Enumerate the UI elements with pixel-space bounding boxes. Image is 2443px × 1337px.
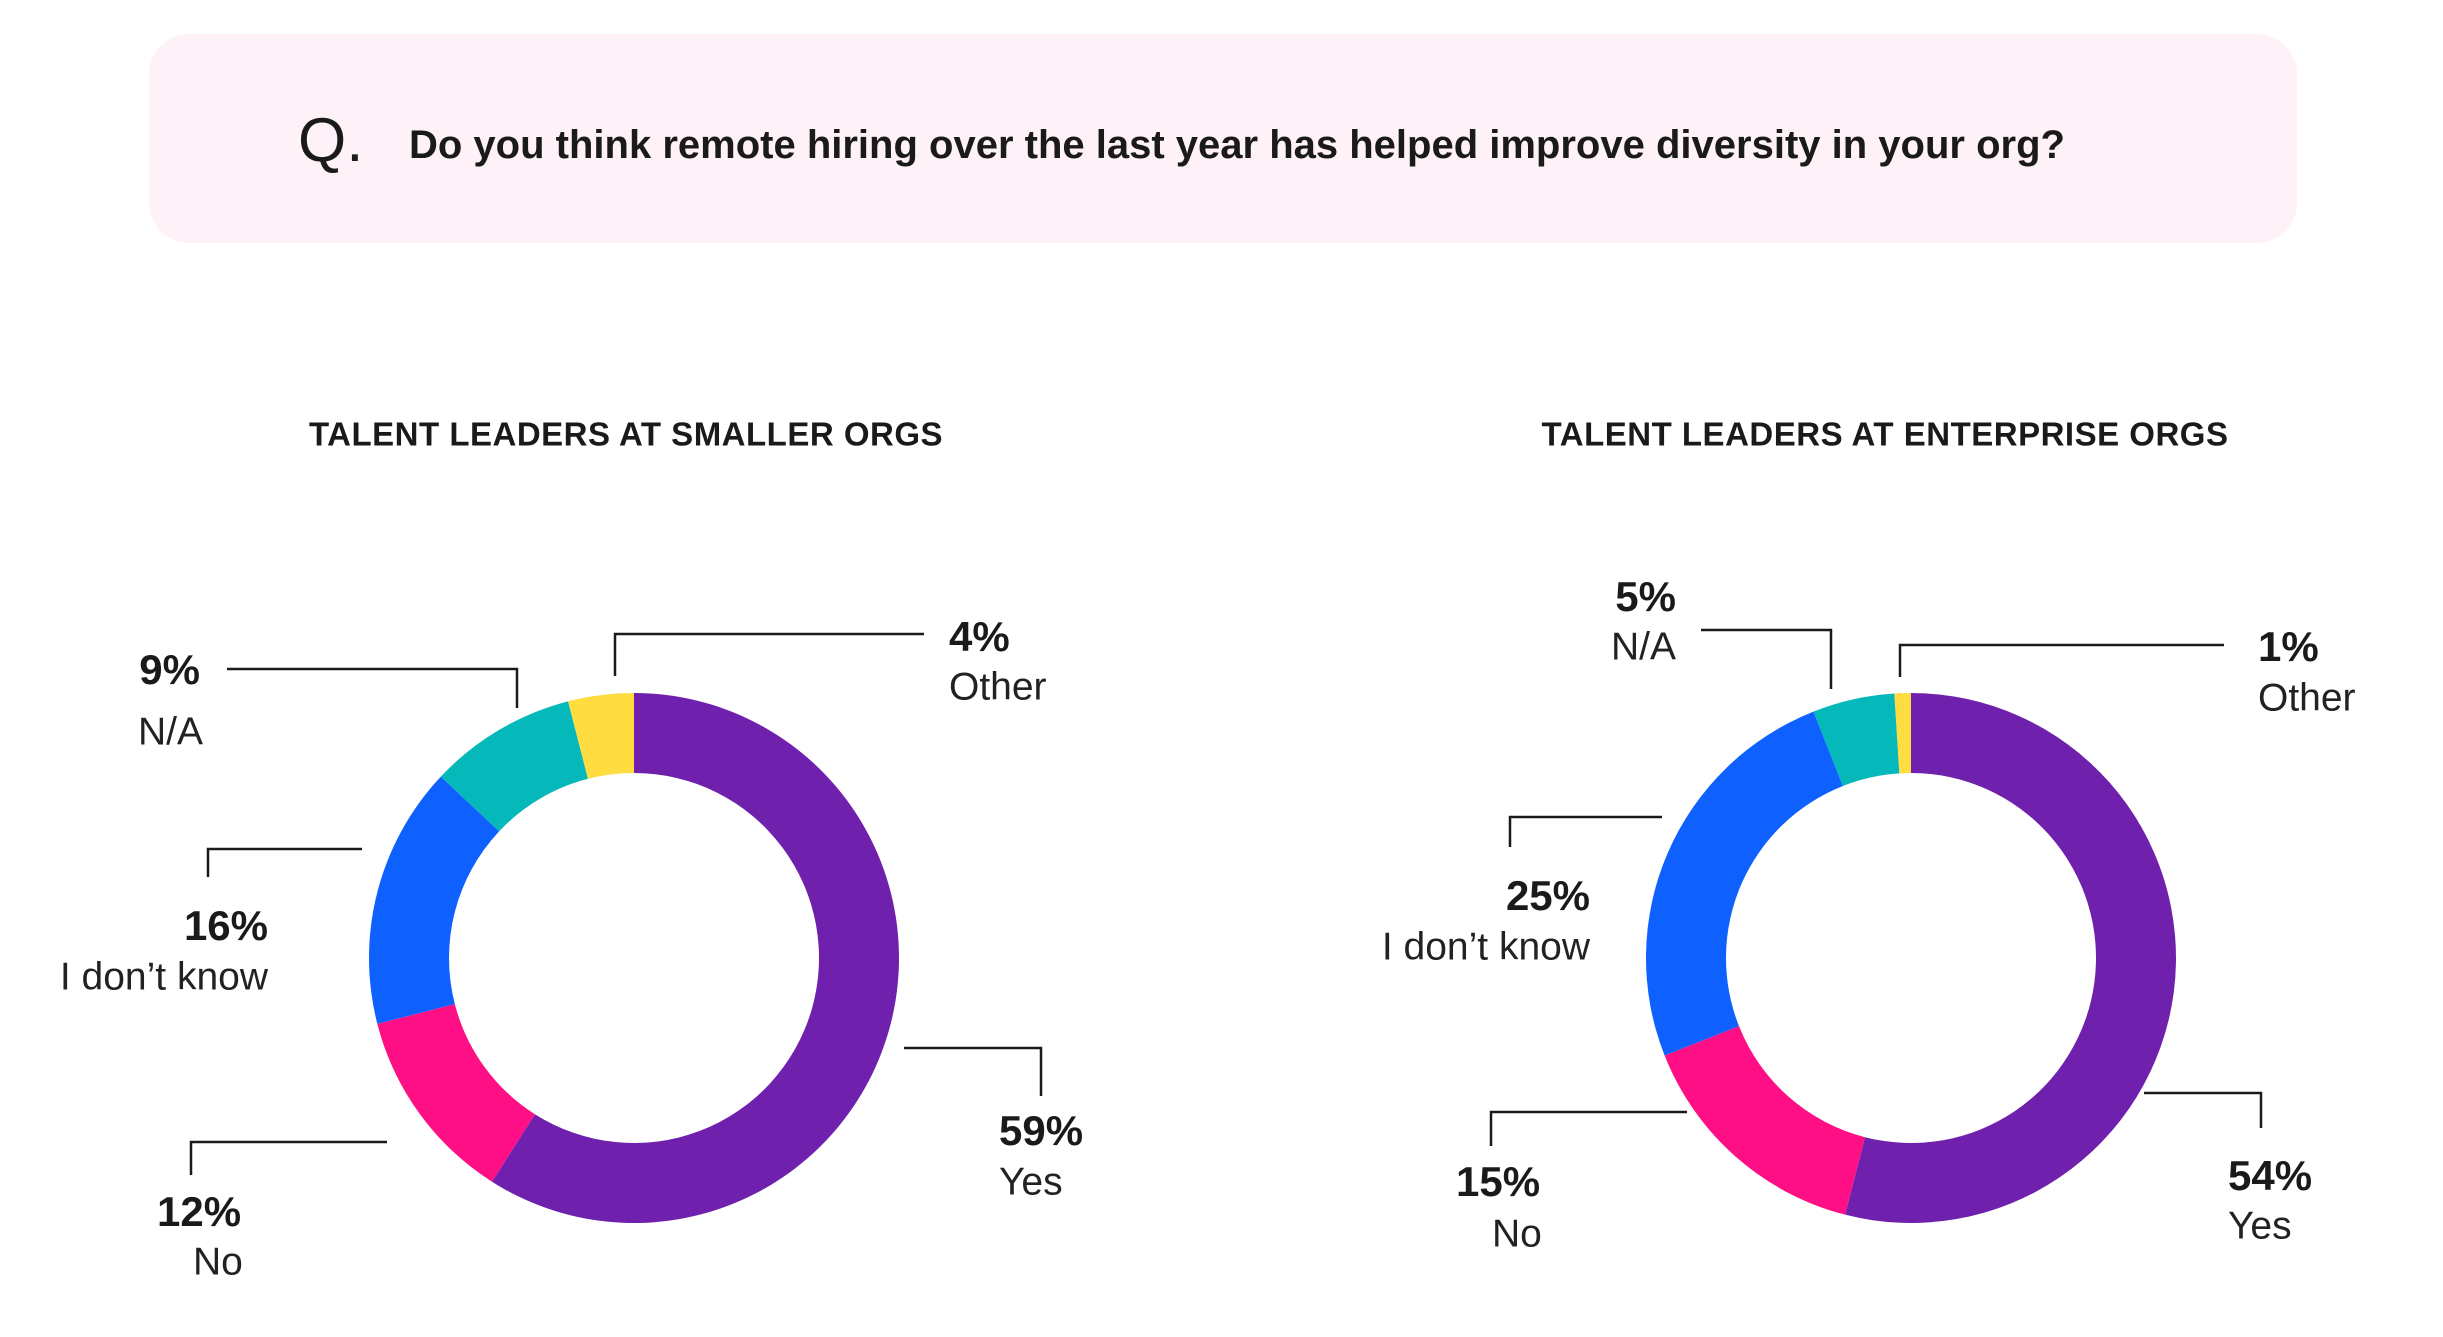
donut-slice-yes	[1845, 693, 2176, 1223]
leader-line-smaller-dontknow	[206, 847, 362, 877]
data-label-enterprise-dontknow-pct: 25%	[1505, 872, 1590, 919]
data-label-enterprise-na-pct: 5%	[1615, 573, 1676, 620]
donut-slice-no	[377, 1004, 535, 1182]
donut-slice-other	[1894, 693, 1911, 774]
data-label-smaller-na: N/A	[137, 710, 203, 754]
donut-slice-n-a	[440, 701, 588, 832]
donut-slice-other	[568, 693, 634, 779]
data-label-smaller-yes-pct: 59%	[999, 1107, 1084, 1154]
leader-line-enterprise-dontknow	[1508, 815, 1662, 847]
data-label-enterprise-yes: Yes	[2228, 1204, 2292, 1248]
leader-line-smaller-yes	[904, 1046, 1043, 1096]
chart-title-enterprise: TALENT LEADERS AT ENTERPRISE ORGS	[1541, 415, 2229, 453]
data-label-smaller-no: No	[193, 1240, 243, 1284]
donut-slice-yes	[492, 693, 899, 1224]
question-box	[149, 34, 2297, 243]
data-label-enterprise-yes-pct: 54%	[2228, 1152, 2313, 1199]
leader-line-smaller-no	[189, 1140, 387, 1175]
donut-smaller	[369, 693, 899, 1224]
donut-slice-i-don-t-know	[1646, 711, 1843, 1056]
data-label-enterprise-dontknow: I don’t know	[1381, 925, 1590, 969]
data-label-smaller-na-pct: 9%	[139, 646, 200, 693]
donut-slice-n-a	[1813, 693, 1900, 786]
leader-line-enterprise-yes	[2144, 1091, 2263, 1128]
data-label-enterprise-na: N/A	[1610, 625, 1676, 669]
donut-slice-i-don-t-know	[369, 776, 500, 1024]
question-prefix: Q.	[298, 106, 364, 175]
data-label-enterprise-no: No	[1492, 1212, 1542, 1256]
leader-line-enterprise-other	[1898, 643, 2224, 677]
question-text: Do you think remote hiring over the last…	[409, 123, 2065, 167]
data-label-enterprise-other: Other	[2258, 676, 2356, 720]
leader-line-smaller-other	[613, 632, 924, 676]
data-label-smaller-no-pct: 12%	[157, 1188, 242, 1235]
leader-line-enterprise-na	[1701, 628, 1833, 689]
data-label-enterprise-other-pct: 1%	[2258, 623, 2319, 670]
chart-title-smaller: TALENT LEADERS AT SMALLER ORGS	[308, 415, 944, 453]
leader-line-enterprise-no	[1489, 1110, 1687, 1146]
data-label-smaller-other-pct: 4%	[949, 613, 1010, 660]
donut-slice-no	[1664, 1026, 1865, 1215]
donut-enterprise	[1646, 693, 2176, 1223]
data-label-enterprise-no-pct: 15%	[1456, 1158, 1541, 1205]
leader-line-smaller-na	[227, 667, 519, 708]
data-label-smaller-yes: Yes	[999, 1160, 1063, 1204]
data-label-smaller-dontknow-pct: 16%	[183, 902, 268, 949]
data-label-smaller-dontknow: I don’t know	[59, 955, 268, 999]
data-label-smaller-other: Other	[949, 665, 1047, 709]
